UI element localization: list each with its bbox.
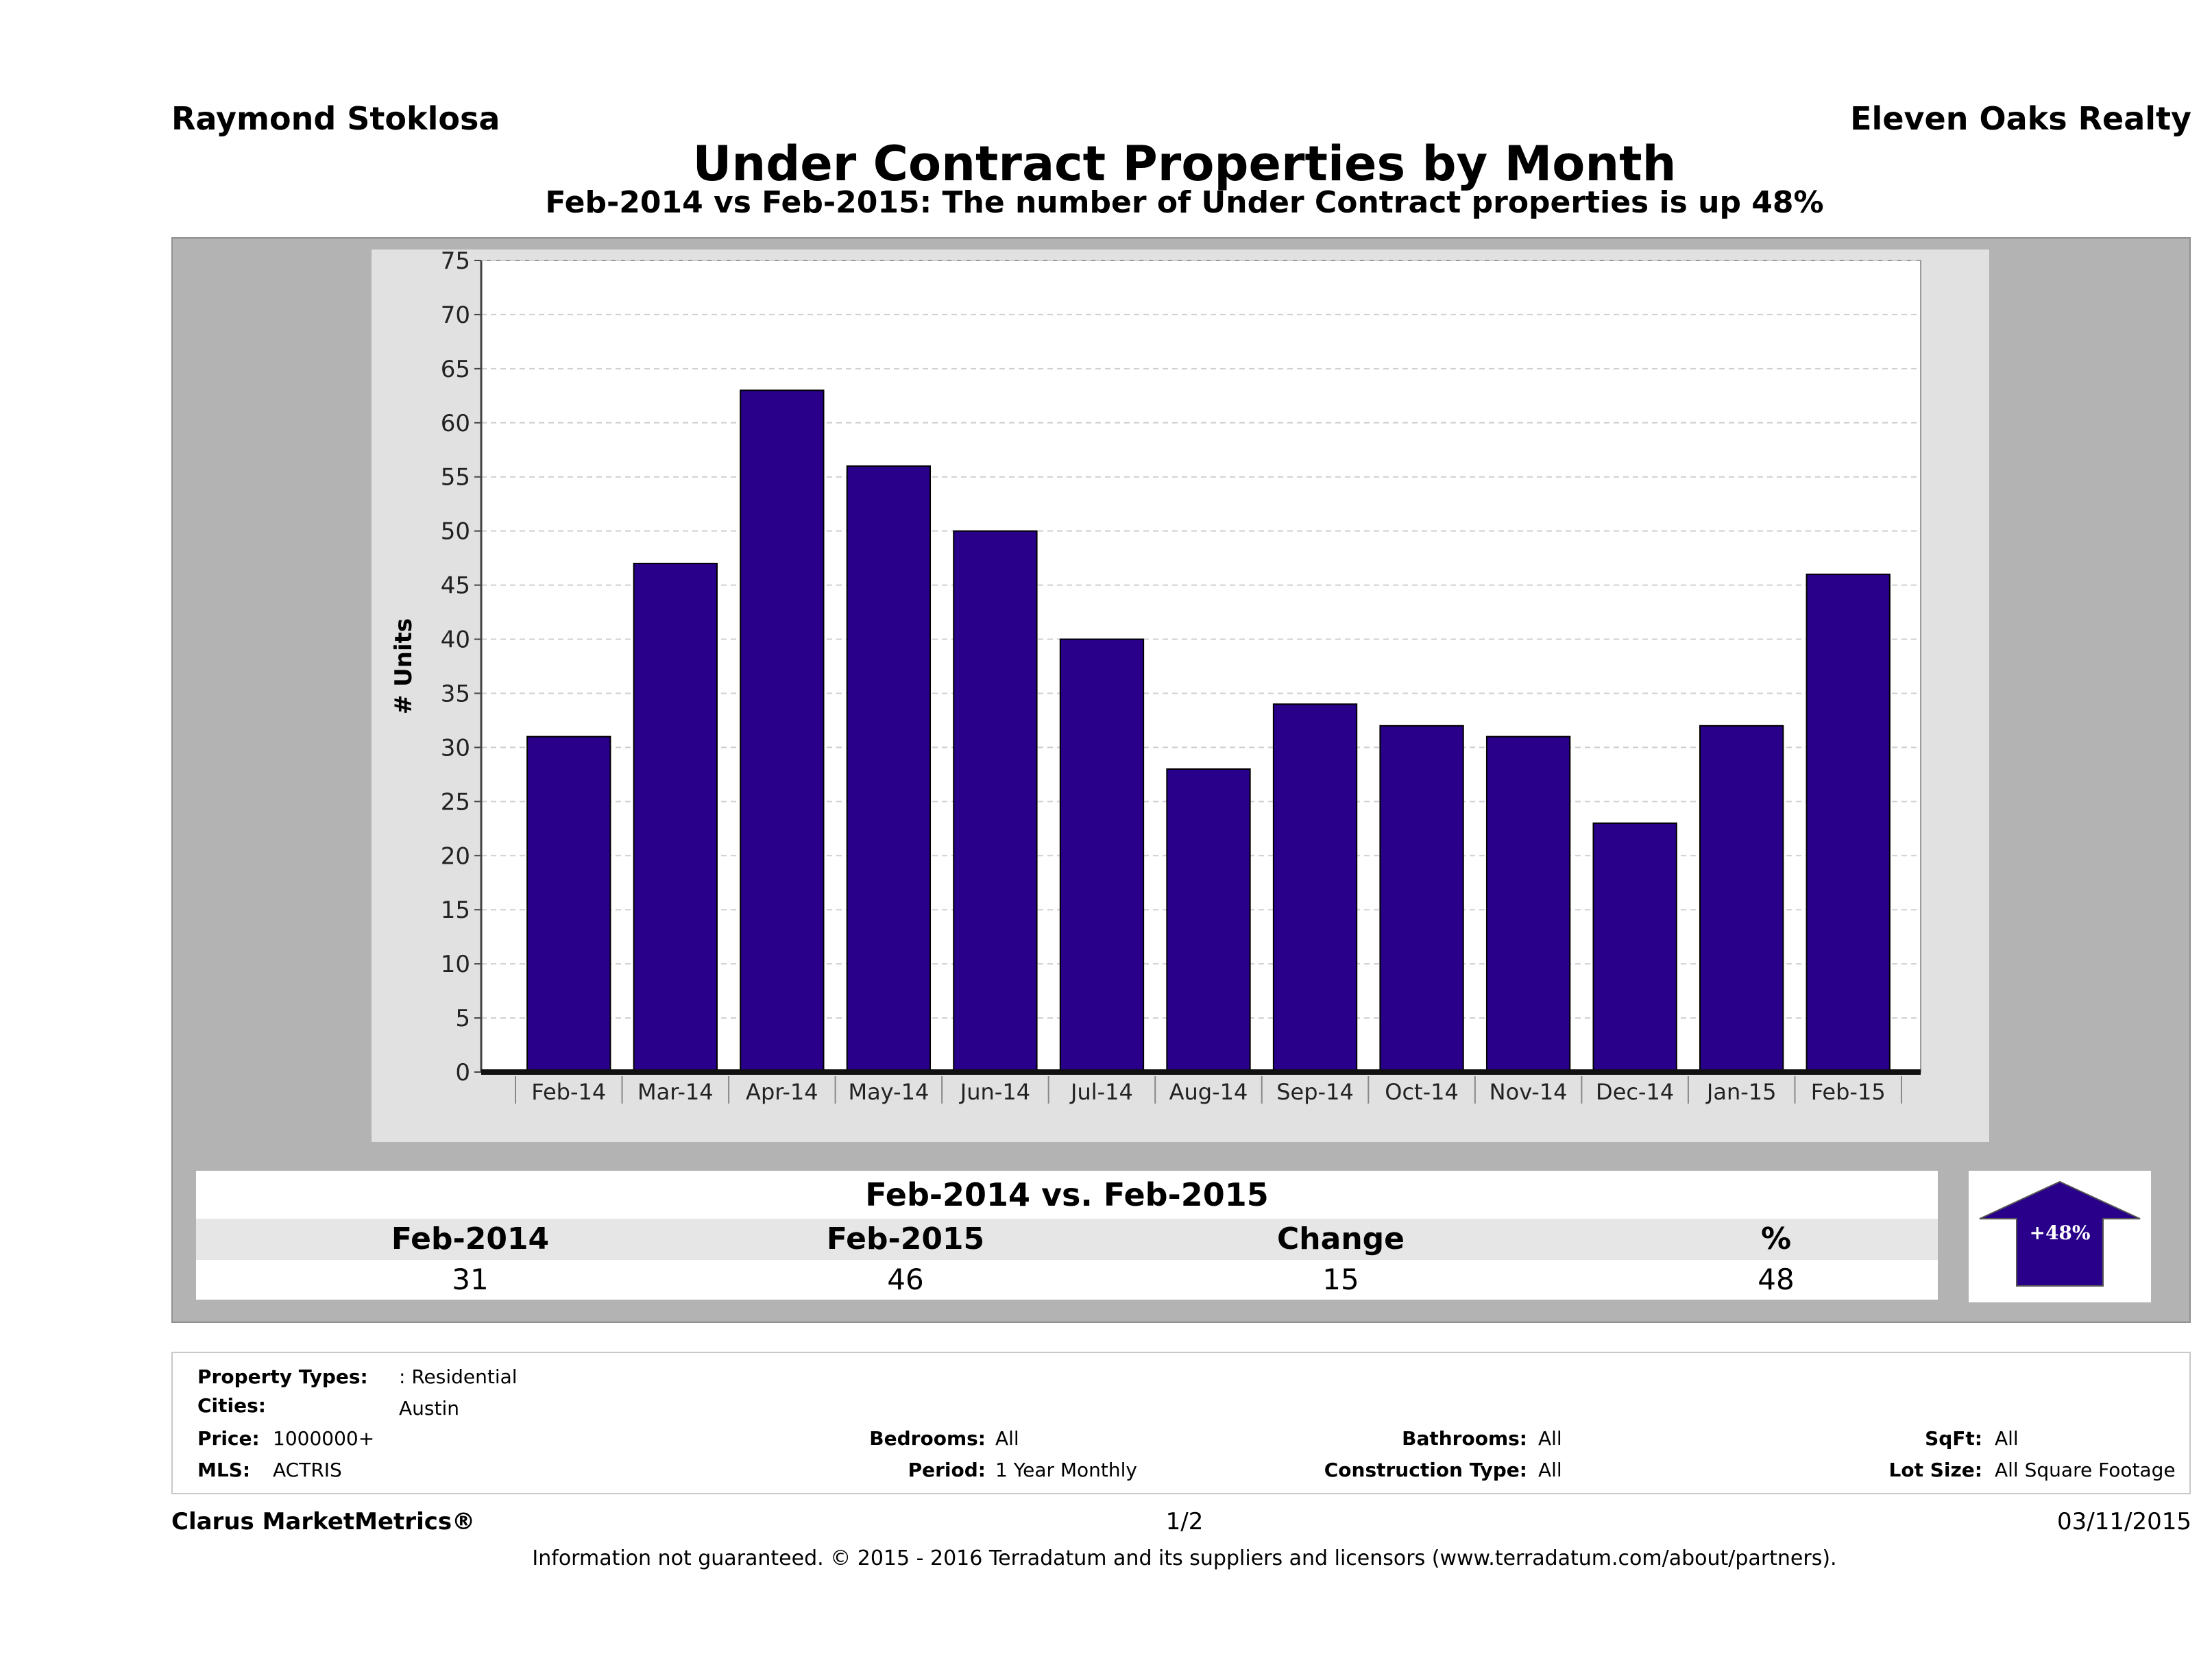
- x-tick-label: Mar-14: [637, 1079, 714, 1105]
- up-arrow-icon: +48%: [1979, 1180, 2141, 1287]
- period-label: Period:: [908, 1459, 986, 1481]
- bar: [633, 563, 718, 1073]
- search-criteria: Property Types: : Residential Cities: Au…: [171, 1352, 2191, 1494]
- x-tick-label: Jun-14: [959, 1079, 1030, 1105]
- property-types-value: : Residential: [399, 1365, 518, 1388]
- value-change: 15: [1322, 1263, 1359, 1296]
- bar: [526, 735, 611, 1073]
- x-tick-label: May-14: [848, 1079, 929, 1105]
- agent-name: Raymond Stoklosa: [171, 100, 500, 137]
- bathrooms-value: All: [1538, 1427, 1562, 1450]
- bar: [1272, 703, 1358, 1073]
- report-date: 03/11/2015: [2057, 1508, 2191, 1535]
- y-tick-label: 65: [441, 356, 470, 383]
- x-tick-label: Jul-14: [1069, 1079, 1133, 1105]
- y-tick-label: 5: [455, 1005, 470, 1032]
- chart-panel: 0 5 10 15 20 25 30 35 40 45 50 55 60 65 70 75 # Units Feb…: [171, 237, 2191, 1323]
- construction-type-value: All: [1538, 1459, 1562, 1481]
- change-indicator: +48%: [1969, 1171, 2151, 1302]
- y-tick-label: 25: [441, 788, 470, 816]
- y-tick-label: 30: [441, 734, 470, 762]
- y-tick-label: 40: [441, 627, 470, 654]
- y-tick-label: 10: [441, 951, 470, 978]
- page-number: 1/2: [1165, 1508, 1204, 1535]
- sqft-value: All: [1995, 1427, 2019, 1450]
- header-feb-2015: Feb-2015: [826, 1221, 985, 1256]
- comparison-table: Feb-2014 vs. Feb-2015 Feb-2014 Feb-2015 …: [196, 1171, 1938, 1304]
- construction-type-label: Construction Type:: [1324, 1459, 1527, 1481]
- chart-title: Under Contract Properties by Month: [692, 136, 1677, 192]
- bar: [1485, 735, 1571, 1073]
- comparison-title: Feb-2014 vs. Feb-2015: [196, 1171, 1938, 1219]
- header-percent: %: [1760, 1221, 1792, 1256]
- company-name: Eleven Oaks Realty: [1850, 100, 2191, 137]
- bedrooms-value: All: [995, 1427, 1019, 1450]
- y-tick-label: 60: [441, 410, 470, 437]
- x-tick-label: Aug-14: [1169, 1079, 1248, 1105]
- sqft-label: SqFt:: [1925, 1427, 1982, 1450]
- y-tick-label: 45: [441, 572, 470, 600]
- x-tick-label: Apr-14: [746, 1079, 818, 1105]
- cities-label: Cities:: [197, 1394, 266, 1417]
- y-axis-title: # Units: [390, 618, 417, 714]
- footer-brand: Clarus MarketMetrics®: [171, 1508, 476, 1535]
- y-tick-label: 15: [441, 897, 470, 924]
- price-value: 1000000+: [273, 1427, 375, 1450]
- value-feb-2014: 31: [452, 1263, 489, 1296]
- comparison-value-row: 31 46 15 48: [196, 1260, 1938, 1300]
- y-tick-label: 55: [441, 464, 470, 491]
- bedrooms-label: Bedrooms:: [869, 1427, 986, 1450]
- value-percent: 48: [1758, 1263, 1795, 1296]
- bar: [846, 465, 932, 1073]
- lot-size-value: All Square Footage: [1995, 1459, 2176, 1481]
- x-tick-label: Jan-15: [1705, 1079, 1777, 1105]
- bathrooms-label: Bathrooms:: [1402, 1427, 1527, 1450]
- mls-value: ACTRIS: [273, 1459, 342, 1481]
- disclaimer: Information not guaranteed. © 2015 - 201…: [532, 1546, 1837, 1570]
- y-tick-label: 75: [441, 247, 470, 275]
- y-tick-label: 70: [441, 302, 470, 329]
- y-tick-label: 0: [455, 1059, 470, 1086]
- x-tick-label: Feb-15: [1811, 1079, 1886, 1105]
- y-tick-label: 50: [441, 518, 470, 546]
- price-label: Price:: [197, 1427, 260, 1450]
- arrow-label: +48%: [2029, 1221, 2090, 1244]
- comparison-header-row: Feb-2014 Feb-2015 Change %: [196, 1219, 1938, 1260]
- x-tick-label: Oct-14: [1385, 1079, 1459, 1105]
- bar: [1699, 725, 1784, 1073]
- bar: [953, 530, 1038, 1073]
- header-feb-2014: Feb-2014: [391, 1221, 550, 1256]
- period-value: 1 Year Monthly: [995, 1459, 1138, 1481]
- bar: [1166, 768, 1251, 1073]
- mls-label: MLS:: [197, 1459, 251, 1481]
- x-tick-label: Nov-14: [1490, 1079, 1568, 1105]
- bar: [1059, 638, 1145, 1073]
- header-change: Change: [1277, 1221, 1405, 1256]
- bar: [1379, 725, 1464, 1073]
- bar: [1592, 822, 1677, 1073]
- bar-chart: 0 5 10 15 20 25 30 35 40 45 50 55 60 65 70 75 # Units Feb…: [390, 247, 1921, 1105]
- bar: [740, 389, 825, 1073]
- lot-size-label: Lot Size:: [1888, 1459, 1982, 1481]
- y-tick-label: 35: [441, 680, 470, 707]
- plot-area: 0 5 10 15 20 25 30 35 40 45 50 55 60 65 70 75 # Units Feb…: [372, 247, 1989, 1142]
- cities-value: Austin: [399, 1397, 459, 1420]
- bar: [1806, 573, 1891, 1073]
- chart-subtitle: Feb-2014 vs Feb-2015: The number of Unde…: [545, 185, 1824, 220]
- x-tick-label: Sep-14: [1276, 1079, 1354, 1105]
- y-tick-label: 20: [441, 842, 470, 870]
- x-tick-label: Dec-14: [1596, 1079, 1674, 1105]
- x-tick-label: Feb-14: [531, 1079, 606, 1105]
- value-feb-2015: 46: [887, 1263, 924, 1296]
- property-types-label: Property Types:: [197, 1365, 368, 1388]
